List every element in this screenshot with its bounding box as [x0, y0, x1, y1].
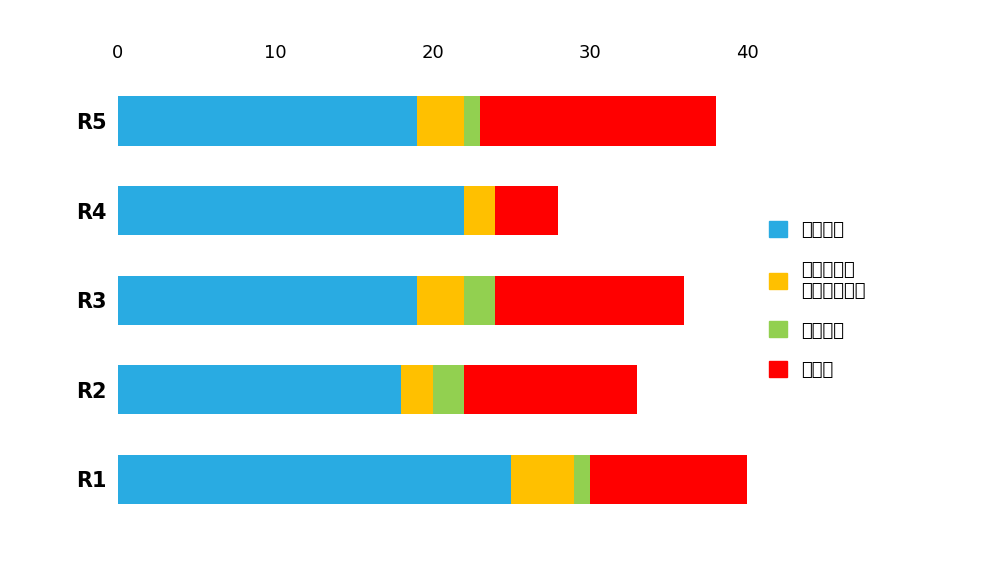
Bar	[590, 454, 747, 504]
Bar	[464, 96, 480, 146]
Bar	[118, 275, 417, 325]
Bar	[118, 365, 401, 415]
Bar	[574, 454, 590, 504]
Bar	[480, 96, 716, 146]
Bar	[464, 275, 495, 325]
Bar	[495, 186, 558, 235]
Bar	[433, 365, 464, 415]
Bar	[401, 365, 433, 415]
Bar	[417, 275, 464, 325]
Bar	[495, 275, 684, 325]
Bar	[118, 186, 464, 235]
Bar	[118, 454, 511, 504]
Bar	[464, 186, 495, 235]
Bar	[417, 96, 464, 146]
Bar	[511, 454, 574, 504]
Legend: 京都大学, 国公立大学
（京大以外）, 私立大学, 留学生: 京都大学, 国公立大学 （京大以外）, 私立大学, 留学生	[769, 221, 866, 379]
Bar	[464, 365, 637, 415]
Bar	[118, 96, 417, 146]
